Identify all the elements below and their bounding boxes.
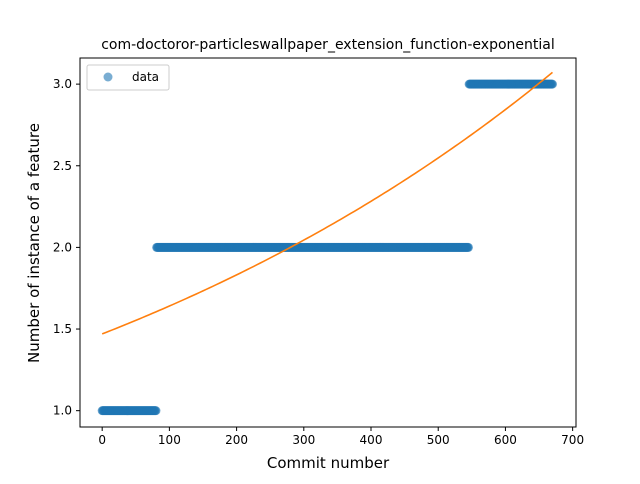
x-tick-label: 700	[561, 433, 584, 447]
x-tick-label: 600	[494, 433, 517, 447]
y-axis-label: Number of instance of a feature	[25, 123, 43, 363]
data-point	[463, 242, 473, 252]
legend-marker-data	[103, 72, 113, 82]
y-axis-ticks: 1.0 1.5 2.0 2.5 3.0	[53, 77, 80, 418]
x-tick-label: 400	[360, 433, 383, 447]
x-axis-label: Commit number	[267, 454, 390, 472]
x-axis-ticks: 0 100 200 300 400 500 600 700	[98, 427, 584, 447]
fit-line	[101, 71, 553, 335]
y-tick-label: 2.5	[53, 159, 72, 173]
legend-box	[86, 64, 170, 91]
y-tick-label: 1.5	[53, 322, 72, 336]
x-tick-label: 500	[427, 433, 450, 447]
data-point	[547, 79, 557, 89]
axes-frame	[79, 57, 577, 428]
fit-layer	[101, 71, 553, 335]
x-tick-label: 300	[292, 433, 315, 447]
y-tick-label: 1.0	[53, 404, 72, 418]
legend: data	[86, 64, 170, 91]
data-layer	[97, 79, 557, 416]
y-tick-label: 3.0	[53, 77, 72, 91]
y-tick-label: 2.0	[53, 240, 72, 254]
x-tick-label: 0	[98, 433, 106, 447]
legend-label-data: data	[132, 70, 159, 84]
x-tick-label: 200	[225, 433, 248, 447]
chart-title: com-doctoror-particleswallpaper_extensio…	[101, 37, 555, 53]
data-point	[151, 406, 161, 416]
x-tick-label: 100	[158, 433, 181, 447]
